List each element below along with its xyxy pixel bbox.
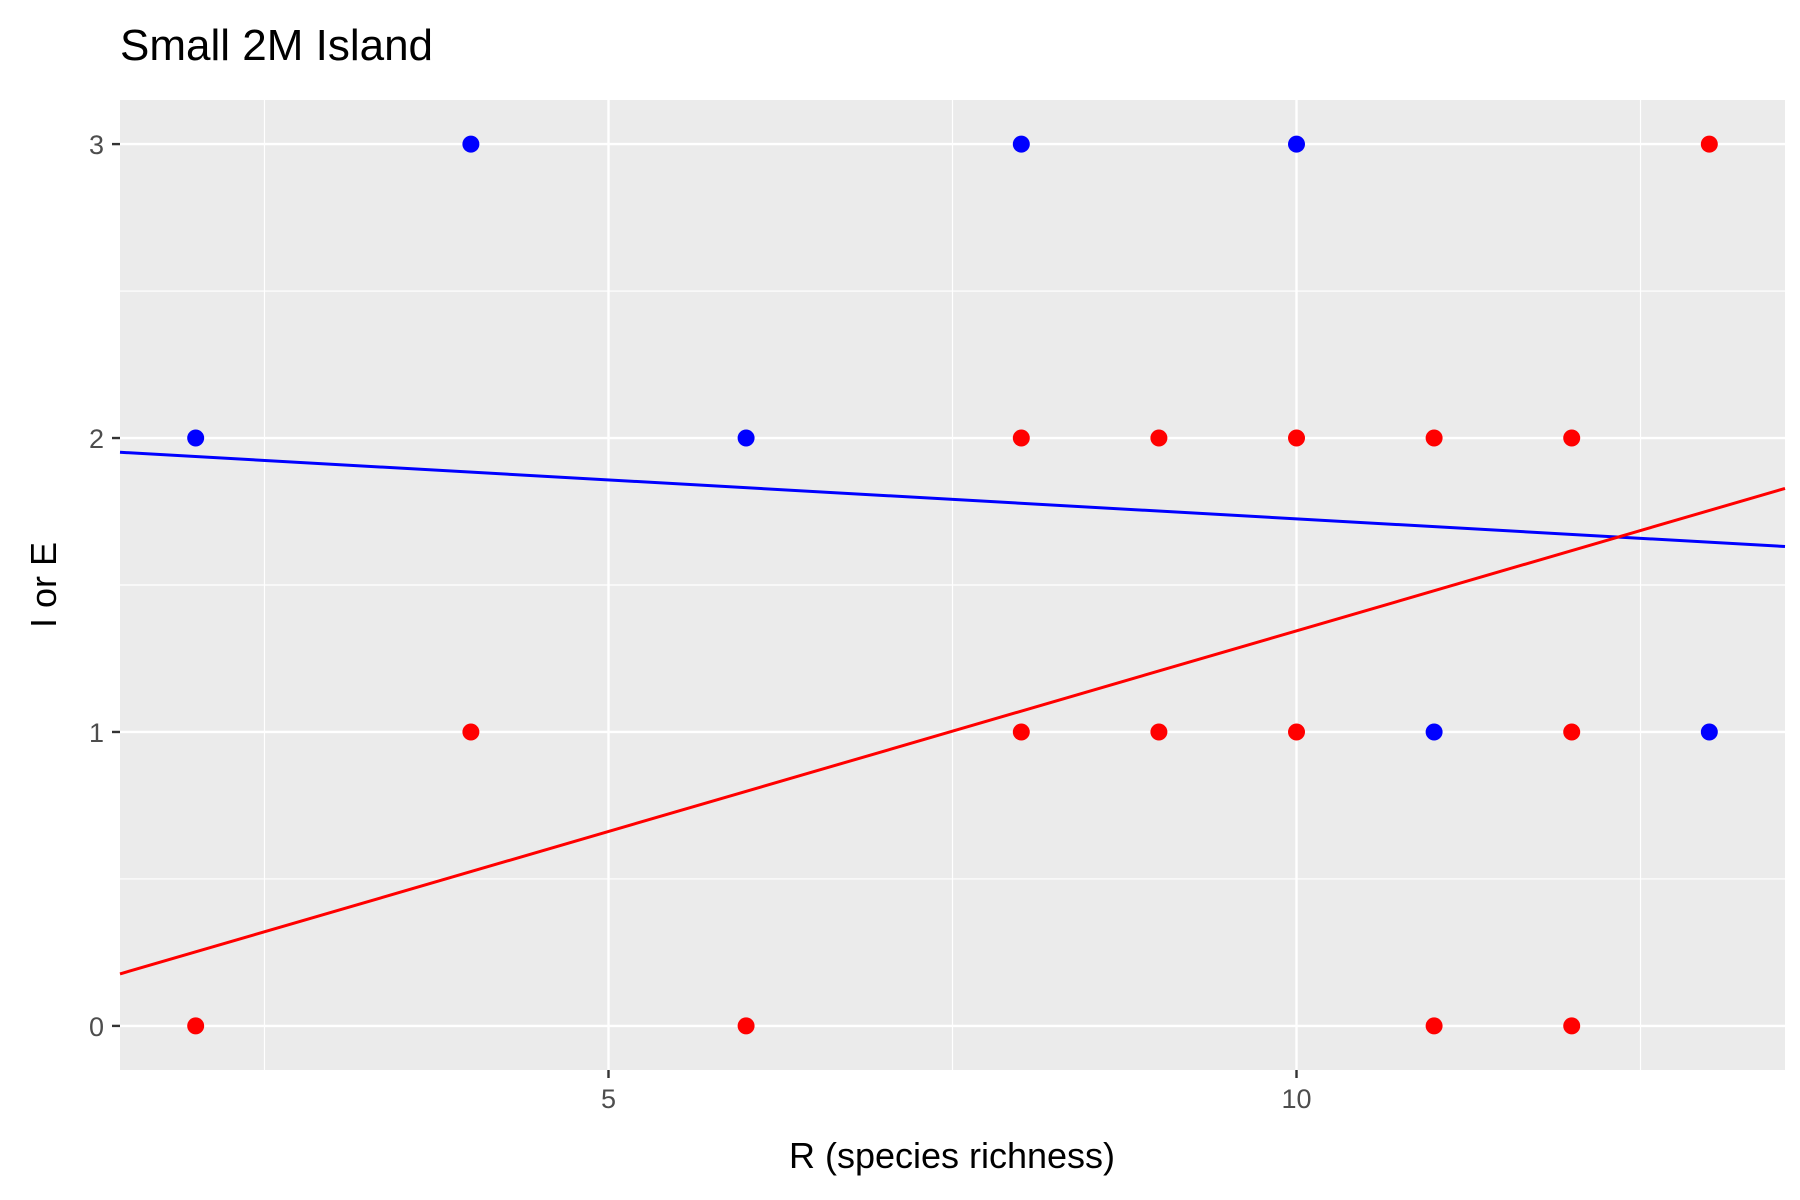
tick-labels: 5 10 0 1 2 3	[89, 130, 1312, 1114]
data-point-series-2	[1425, 1017, 1443, 1035]
chart-title: Small 2M Island	[120, 21, 433, 70]
y-tick-label: 1	[89, 718, 104, 748]
data-point-series-2	[1012, 723, 1030, 741]
data-point-series-1	[1700, 723, 1718, 741]
y-axis-title: I or E	[23, 542, 64, 628]
data-point-series-2	[1150, 723, 1168, 741]
data-point-series-2	[1150, 429, 1168, 447]
fit-lines	[119, 450, 1786, 976]
data-point-series-2	[462, 723, 480, 741]
data-point-series-1	[737, 429, 755, 447]
data-point-series-1	[1012, 135, 1030, 153]
data-point-series-1	[187, 429, 205, 447]
data-points	[187, 135, 1718, 1035]
y-tick-label: 2	[89, 424, 104, 454]
fit-line-1	[119, 450, 1786, 549]
data-point-series-2	[1700, 135, 1718, 153]
data-point-series-1	[462, 135, 480, 153]
data-point-series-2	[1425, 429, 1443, 447]
x-axis-title: R (species richness)	[789, 1135, 1115, 1176]
data-point-series-2	[1563, 723, 1581, 741]
fit-line-2	[119, 486, 1786, 976]
data-point-series-2	[1563, 429, 1581, 447]
x-tick-label: 10	[1281, 1084, 1311, 1114]
y-tick-label: 3	[89, 130, 104, 160]
data-point-series-2	[737, 1017, 755, 1035]
data-point-series-2	[1563, 1017, 1581, 1035]
x-tick-label: 5	[601, 1084, 616, 1114]
minor-gridlines	[120, 100, 1785, 1070]
data-point-series-2	[1288, 723, 1306, 741]
data-point-series-2	[1012, 429, 1030, 447]
data-point-series-1	[1425, 723, 1443, 741]
data-point-series-2	[187, 1017, 205, 1035]
data-point-series-1	[1288, 135, 1306, 153]
data-point-series-2	[1288, 429, 1306, 447]
y-tick-label: 0	[89, 1012, 104, 1042]
axis-ticks	[112, 142, 1298, 1078]
